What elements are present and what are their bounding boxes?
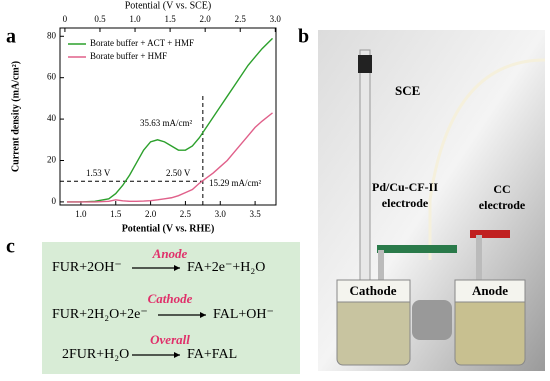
- reactant: FUR+2OH⁻: [52, 260, 122, 275]
- y-tick-label: 60: [47, 72, 57, 82]
- x2-tick-label: 2.5: [235, 14, 247, 24]
- photo-label: SCE: [395, 83, 420, 98]
- annotation: 2.50 V: [166, 168, 191, 178]
- scheme-header: Overall: [150, 332, 190, 347]
- x2-tick-label: 1.0: [129, 14, 141, 24]
- x-axis-label: Potential (V vs. RHE): [122, 223, 215, 234]
- photo-label: CC: [493, 182, 510, 196]
- annotation: 35.63 mA/cm²: [140, 118, 192, 128]
- photo-label: electrode: [382, 196, 429, 210]
- y-tick-label: 80: [47, 30, 57, 40]
- scheme-header: Cathode: [148, 291, 193, 306]
- x2-tick-label: 0: [63, 14, 68, 24]
- y-tick-label: 0: [52, 196, 57, 206]
- product: FA+2e⁻+H₂O: [187, 260, 265, 275]
- y-axis-label: Current density (mA/cm²): [10, 61, 21, 172]
- product: FAL+OH⁻: [213, 307, 274, 322]
- photo-label: Cathode: [350, 283, 397, 298]
- x-tick-label: 1.0: [75, 209, 87, 219]
- panel-label: b: [298, 26, 309, 48]
- y-tick-label: 20: [47, 155, 57, 165]
- y-tick-label: 40: [47, 113, 57, 123]
- x-tick-label: 1.5: [110, 209, 122, 219]
- x2-tick-label: 0.5: [94, 14, 106, 24]
- product: FA+FAL: [187, 347, 237, 362]
- annotation: 1.53 V: [86, 168, 111, 178]
- photo: [318, 30, 546, 371]
- plot-frame: [59, 27, 277, 206]
- arrow-head: [174, 265, 180, 271]
- x2-tick-label: 2.0: [200, 14, 212, 24]
- photo-label: Anode: [472, 283, 508, 298]
- series-line: [66, 112, 273, 203]
- scheme-box: [42, 242, 300, 374]
- x2-axis-label: Potential (V vs. SCE): [125, 0, 211, 11]
- x-tick-label: 2.5: [180, 209, 192, 219]
- legend-label: Borate buffer + ACT + HMF: [90, 38, 194, 48]
- reactant: FUR+2H₂O+2e⁻: [52, 307, 148, 322]
- x-tick-label: 3.5: [249, 209, 261, 219]
- x-tick-label: 3.0: [215, 209, 227, 219]
- photo-label: electrode: [479, 198, 526, 212]
- scheme-header: Anode: [152, 246, 188, 261]
- panel-label: c: [6, 236, 15, 258]
- x-tick-label: 2.0: [145, 209, 157, 219]
- photo-label: Pd/Cu-CF-II: [372, 180, 438, 194]
- series-line: [66, 37, 274, 203]
- x2-tick-label: 1.5: [164, 14, 176, 24]
- reactant: 2FUR+H₂O: [62, 347, 129, 362]
- arrow-head: [174, 352, 180, 358]
- legend-label: Borate buffer + HMF: [90, 51, 167, 61]
- annotation: 15.29 mA/cm²: [209, 178, 261, 188]
- panel-label: a: [6, 26, 16, 48]
- arrow-head: [200, 312, 206, 318]
- x2-tick-label: 3.0: [270, 14, 282, 24]
